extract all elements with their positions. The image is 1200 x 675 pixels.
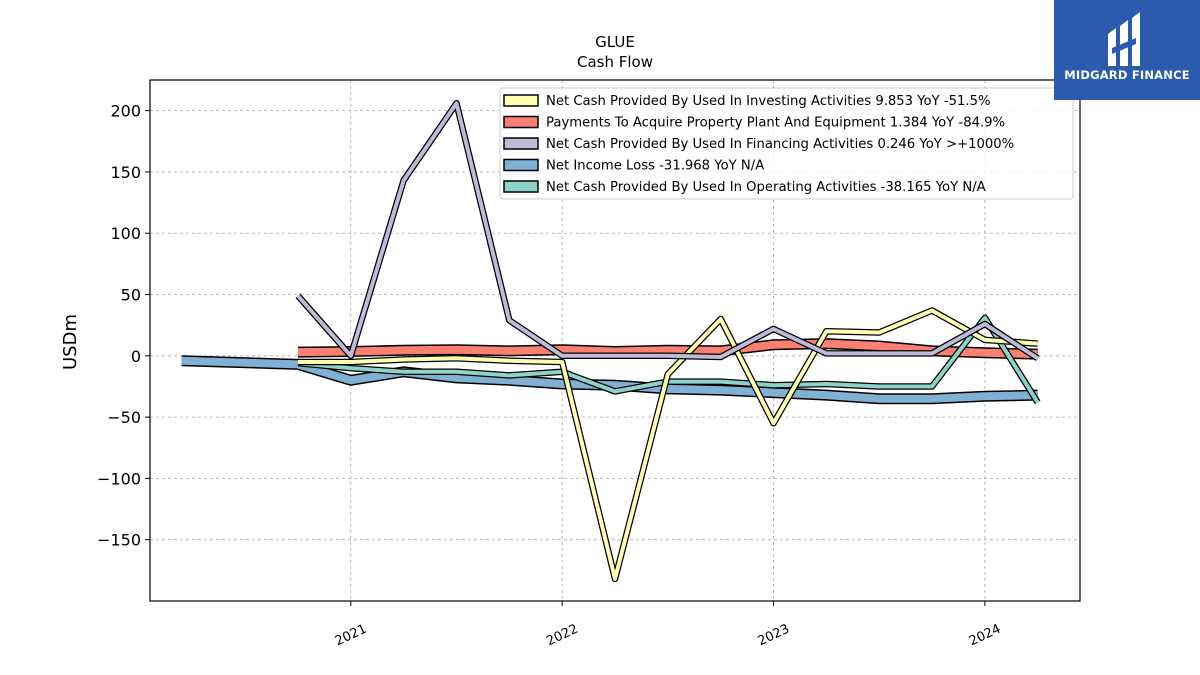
legend-label: Payments To Acquire Property Plant And E… — [546, 116, 1005, 131]
legend-swatch — [503, 115, 539, 129]
y-tick-label: −50 — [107, 408, 141, 427]
series-2 — [295, 100, 1040, 362]
x-tick-label: 2023 — [756, 622, 792, 650]
plot-frame — [149, 79, 1081, 602]
chart-subtitle: Cash Flow — [577, 53, 653, 71]
x-tick-label: 2024 — [967, 622, 1003, 650]
midgard-logo-icon — [1108, 12, 1140, 66]
brand-logo: MIDGARD FINANCE — [1054, 0, 1200, 100]
x-tick-label: 2021 — [333, 622, 369, 650]
y-tick-label: −100 — [97, 469, 141, 488]
legend-swatch — [503, 137, 539, 150]
legend-label: Net Cash Provided By Used In Operating A… — [546, 180, 986, 195]
y-tick-label: 0 — [131, 347, 141, 366]
legend-swatch — [503, 94, 539, 107]
axis-ticks: 200 150 100 50 0 −50 −100 −150 2021 2022 2023 2024 — [97, 102, 1003, 650]
y-axis-label: USDm — [60, 314, 81, 370]
legend-label: Net Cash Provided By Used In Investing A… — [546, 94, 991, 109]
series-line — [297, 339, 1038, 359]
legend-label: Net Income Loss -31.968 YoY N/A — [546, 159, 764, 174]
series-line — [296, 101, 1039, 360]
series-0 — [298, 307, 1038, 583]
legend-label: Net Cash Provided By Used In Financing A… — [546, 137, 1014, 152]
series-layer — [181, 100, 1041, 583]
legend: Net Cash Provided By Used In Investing A… — [499, 87, 1074, 200]
x-tick-label: 2022 — [544, 622, 580, 650]
y-tick-label: 200 — [110, 102, 141, 121]
legend-swatch — [503, 158, 539, 172]
y-tick-label: 100 — [110, 224, 141, 243]
legend-swatch — [503, 180, 539, 193]
chart-title: GLUE — [595, 33, 635, 51]
brand-name: MIDGARD FINANCE — [1064, 68, 1190, 82]
y-tick-label: 50 — [121, 286, 141, 305]
legend-box — [499, 87, 1074, 200]
series-line — [298, 308, 1038, 581]
series-1 — [297, 338, 1038, 360]
y-tick-label: −150 — [97, 531, 141, 550]
y-tick-label: 150 — [110, 163, 141, 182]
